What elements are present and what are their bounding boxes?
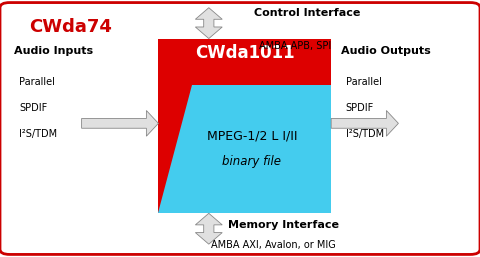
Text: SPDIF: SPDIF <box>19 103 48 113</box>
Polygon shape <box>195 213 222 244</box>
Text: Audio Outputs: Audio Outputs <box>341 46 431 56</box>
Polygon shape <box>195 8 222 39</box>
FancyBboxPatch shape <box>0 3 480 254</box>
Text: SPDIF: SPDIF <box>346 103 374 113</box>
Text: Parallel: Parallel <box>346 77 382 87</box>
Text: I²S/TDM: I²S/TDM <box>346 128 384 139</box>
Text: I²S/TDM: I²S/TDM <box>19 128 57 139</box>
Bar <box>158 39 331 213</box>
Text: CWda74: CWda74 <box>29 18 112 36</box>
Text: Control Interface: Control Interface <box>254 8 361 18</box>
Text: AMBA AXI, Avalon, or MIG: AMBA AXI, Avalon, or MIG <box>211 240 336 250</box>
Polygon shape <box>158 85 331 213</box>
Polygon shape <box>82 111 158 136</box>
Text: MPEG-1/2 L I/II: MPEG-1/2 L I/II <box>207 130 297 143</box>
Text: Parallel: Parallel <box>19 77 55 87</box>
Text: Audio Inputs: Audio Inputs <box>14 46 94 56</box>
Polygon shape <box>331 111 398 136</box>
Text: CWda1011: CWda1011 <box>195 44 295 62</box>
Text: Memory Interface: Memory Interface <box>228 220 339 230</box>
Text: AMBA APB, SPI: AMBA APB, SPI <box>259 41 332 51</box>
Text: binary file: binary file <box>223 155 281 168</box>
